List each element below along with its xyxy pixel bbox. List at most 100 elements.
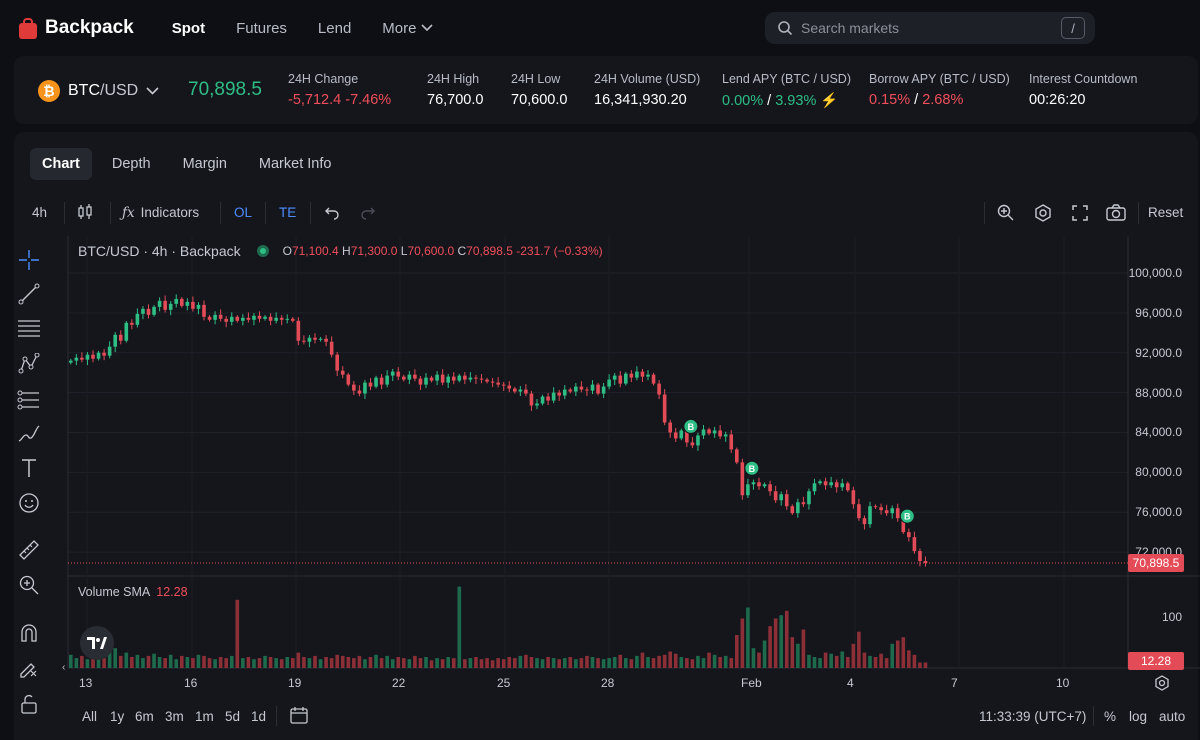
zoom-in-icon[interactable] [14,571,44,599]
toolbar-divider [64,202,65,224]
low-value: 70,600.0 [407,244,455,258]
interval-selector[interactable]: 4h [32,205,48,220]
tab-depth[interactable]: Depth [111,156,151,172]
nav-lend[interactable]: Lend [317,19,352,37]
tradingview-logo[interactable] [80,626,114,660]
fib-icon[interactable] [14,386,44,414]
lend-apy-btc: 0.00% [722,93,764,109]
stat-24h-high: 24H High 76,700.0 [427,72,483,108]
stat-label: 24H Low [511,72,561,86]
stat-value: 00:26:20 [1029,92,1086,108]
nav-futures[interactable]: Futures [236,19,287,37]
ruler-icon[interactable] [14,536,44,564]
trend-line-icon[interactable] [14,280,44,308]
time-tick-label: 4 [847,676,854,690]
nav-spot[interactable]: Spot [171,19,206,37]
function-icon: ƒx [122,205,135,221]
emoji-icon[interactable] [14,489,44,517]
close-key: C [457,244,467,258]
ol-toggle[interactable]: OL [234,205,253,220]
time-tick-label: 25 [497,676,511,690]
time-tick-label: Feb [741,676,762,690]
logo[interactable]: Backpack [18,17,134,39]
pair-selector[interactable]: ₿ BTC/USD [38,80,159,102]
stat-24h-volume: 24H Volume (USD) 16,341,930.20 [594,72,700,108]
market-status-icon [256,245,269,257]
settings-icon[interactable] [1033,203,1053,226]
price-tick-label: 84,000.0 [1135,425,1182,440]
indicators-button[interactable]: ƒx Indicators [122,205,199,221]
tab-chart[interactable]: Chart [30,148,92,180]
symbol-title[interactable]: BTC/USD · 4h · Backpack [78,243,241,259]
open-value: 71,100.4 [291,244,339,258]
search-bar[interactable]: / [765,12,1095,44]
high-value: 71,300.0 [350,244,398,258]
volume-sma-badge: 12.28 [1128,652,1184,670]
bitcoin-icon: ₿ [38,80,60,102]
range-1y[interactable]: 1y [110,709,125,724]
magnet-icon[interactable] [14,620,44,648]
clock-time[interactable]: 11:33:39 (UTC+7) [979,709,1087,724]
range-1m[interactable]: 1m [195,709,214,724]
undo-icon[interactable] [324,204,340,223]
volume-axis-tick: 100 [1161,610,1182,624]
chart-legend: BTC/USD · 4h · Backpack O71,100.4 H71,30… [78,243,603,259]
lend-apy-usd: 3.93% [775,93,817,109]
range-all[interactable]: All [82,709,98,724]
search-input[interactable] [801,20,1051,36]
range-3m[interactable]: 3m [165,709,184,724]
stat-borrow-apy: Borrow APY (BTC / USD) 0.15% / 2.68% [869,72,1010,108]
stat-24h-low: 24H Low 70,600.0 [511,72,567,108]
stat-label: 24H Change [288,72,359,86]
range-6m[interactable]: 6m [135,709,154,724]
te-toggle[interactable]: TE [279,205,297,220]
goto-realtime-icon[interactable] [1153,674,1171,697]
scroll-left-icon[interactable]: ‹ [62,662,66,673]
pattern-icon[interactable] [14,350,44,378]
crosshair-icon[interactable] [14,246,44,274]
time-tick-label: 19 [288,676,302,690]
main-nav: Spot Futures Lend More [172,20,465,37]
chart-bottom-bar: All 1y 6m 3m 1m 5d 1d 11:33:39 (UTC+7) %… [0,700,1200,732]
toolbar-divider [220,202,221,224]
pair-base: BTC [68,82,100,99]
auto-toggle[interactable]: auto [1159,709,1186,724]
stat-label: 24H High [427,72,480,86]
reset-button[interactable]: Reset [1148,205,1184,220]
time-tick-label: 13 [79,676,93,690]
redo-icon[interactable] [360,204,376,223]
tab-market-info[interactable]: Market Info [258,156,332,172]
tab-margin[interactable]: Margin [182,156,227,172]
price-tick-label: 96,000.0 [1135,305,1182,320]
log-toggle[interactable]: log [1129,709,1148,724]
stat-value: 0.00% / 3.93% ⚡ [722,92,851,109]
calendar-range-icon[interactable] [289,705,309,730]
close-value: 70,898.5 [466,244,513,258]
zoom-search-icon[interactable] [996,203,1016,226]
volume-label: Volume SMA [78,585,151,599]
borrow-apy-usd: 2.68% [922,92,964,108]
candle-type-icon[interactable] [76,203,94,224]
toolbar-divider [110,202,111,224]
text-icon[interactable] [14,454,44,482]
stat-value: -5,712.4 -7.46% [288,92,391,108]
indicators-label: Indicators [140,205,200,220]
range-1d[interactable]: 1d [251,709,267,724]
range-5d[interactable]: 5d [225,709,241,724]
time-tick-label: 7 [951,676,958,690]
stat-value: 0.15% / 2.68% [869,92,1010,108]
percent-toggle[interactable]: % [1104,709,1117,724]
price-tick-label: 100,000.0 [1128,265,1182,280]
camera-icon[interactable] [1105,203,1127,226]
lock-drawing-icon[interactable] [14,654,44,682]
stat-label: Lend APY (BTC / USD) [722,72,851,86]
nav-more[interactable]: More [382,20,434,37]
toolbar-divider [310,202,311,224]
unlock-icon[interactable] [14,690,44,718]
change-value: -231.7 (−0.33%) [516,244,603,258]
fullscreen-icon[interactable] [1070,203,1090,226]
horizontal-lines-icon[interactable] [14,314,44,342]
brush-icon[interactable] [14,420,44,448]
stat-24h-change: 24H Change -5,712.4 -7.46% [288,72,391,108]
stat-change-pct: -7.46% [345,92,392,108]
